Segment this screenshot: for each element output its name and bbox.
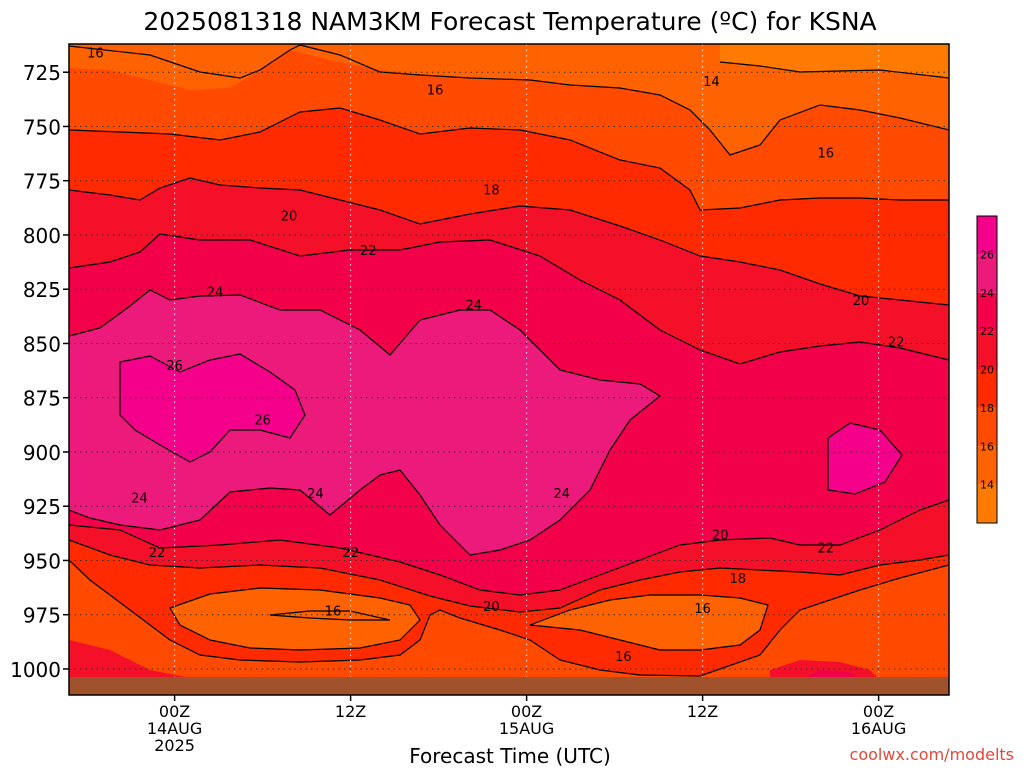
contour-label: 24 [207, 285, 224, 300]
colorbar-tick-label: 20 [980, 364, 994, 377]
contour-label: 22 [342, 546, 359, 561]
band-14-16-lower-middle [530, 595, 768, 650]
chart-title: 2025081318 NAM3KM Forecast Temperature (… [143, 7, 876, 36]
x-tick-label: 00Z [863, 702, 894, 721]
band-20-22-surface-left [69, 640, 200, 680]
band-18-20-lower [69, 540, 949, 695]
x-tick-label: 12Z [335, 702, 366, 721]
contour-label: 26 [166, 359, 183, 374]
credit-text: coolwx.com/modelts [850, 745, 1014, 764]
colorbar-swatch [977, 446, 997, 485]
y-tick-label: 750 [23, 115, 61, 139]
contour-label: 18 [483, 183, 500, 198]
contour-label: 14 [703, 75, 720, 90]
contour-22-lower [69, 499, 949, 596]
contour-16-lower-left [169, 587, 421, 651]
contour-label: 20 [281, 209, 298, 224]
contour-label: 20 [483, 600, 500, 615]
x-tick-label: 00Z [159, 702, 190, 721]
y-tick-label: 825 [23, 278, 61, 302]
y-tick-label: 725 [23, 61, 61, 85]
colorbar-tick-label: 22 [980, 325, 994, 338]
contour-26-right [827, 422, 903, 495]
contour-label: 22 [888, 335, 905, 350]
contour-24 [69, 289, 662, 556]
x-tick-label: 12Z [687, 702, 718, 721]
colorbar-swatch [977, 369, 997, 408]
colorbar-tick-label: 18 [980, 402, 994, 415]
contour-14 [719, 61, 949, 79]
y-tick-label: 800 [23, 224, 61, 248]
contour-label: 22 [149, 546, 166, 561]
y-tick-label: 900 [23, 441, 61, 465]
colorbar-swatch [977, 254, 997, 293]
x-axis-label: Forecast Time (UTC) [409, 744, 611, 768]
y-tick-label: 950 [23, 549, 61, 573]
contour-label: 16 [818, 147, 835, 162]
contour-lines [69, 44, 949, 677]
x-tick-label: 14AUG [147, 719, 202, 738]
contour-16 [69, 44, 301, 79]
contour-label: 20 [712, 528, 729, 543]
contour-18 [69, 107, 949, 211]
contour-label: 16 [427, 84, 444, 99]
colorbar-swatch [977, 292, 997, 332]
contour-20 [69, 177, 949, 306]
y-axis: 725 750 775 800 825 850 875 900 925 950 975 1000 [10, 61, 69, 682]
band-14-16-lower-left [170, 588, 420, 650]
y-tick-label: 925 [23, 495, 61, 519]
contour-label: 16 [87, 47, 104, 62]
ground-surface [69, 677, 949, 695]
band-12-14 [720, 44, 949, 78]
colorbar-swatch [977, 331, 997, 370]
colorbar-swatch [977, 484, 997, 523]
plot-area: 16 16 14 16 18 20 22 20 24 24 22 26 26 24 24 24 22 22 20 22… [69, 44, 949, 695]
contour-label: 16 [694, 602, 711, 617]
plot-frame [68, 43, 950, 696]
y-tick-label: 775 [23, 170, 61, 194]
contour-label: 26 [254, 413, 271, 428]
y-tick-label: 975 [23, 604, 61, 628]
band-24-26 [69, 290, 660, 555]
contour-22 [69, 233, 949, 365]
colorbar-tick-label: 24 [980, 287, 994, 300]
colorbar-swatch [977, 407, 997, 447]
contour-label: 16 [325, 604, 342, 619]
band-26-28-right [828, 423, 902, 494]
contour-label: 24 [466, 298, 483, 313]
x-tick-label: 2025 [154, 736, 195, 755]
x-tick-label: 00Z [511, 702, 542, 721]
contour-label: 24 [307, 487, 324, 502]
y-tick-label: 1000 [10, 658, 61, 682]
contour-26-left [119, 353, 306, 463]
contour-label: 24 [554, 487, 571, 502]
contour-16-lower-middle [529, 594, 769, 651]
grid-lines [69, 44, 949, 695]
contour-labels: 16 16 14 16 18 20 22 20 24 24 22 26 26 24 24 24 22 22 20 22… [87, 47, 904, 665]
colorbar-tick-label: 26 [980, 248, 994, 261]
colorbar-tick-label: 14 [980, 479, 994, 492]
contour-label: 22 [360, 244, 377, 259]
contour-label: 24 [131, 492, 148, 507]
contour-18-lower [69, 559, 949, 677]
contour-label: 22 [818, 541, 835, 556]
contour-label: 18 [730, 572, 747, 587]
x-tick-label: 15AUG [499, 719, 554, 738]
x-tick-label: 16AUG [851, 719, 906, 738]
contour-20-lower [69, 539, 949, 613]
y-tick-label: 875 [23, 387, 61, 411]
y-tick-label: 850 [23, 332, 61, 356]
contour-label: 20 [853, 294, 870, 309]
contour-label: 16 [615, 650, 632, 665]
colorbar-swatch [977, 216, 997, 255]
contour-16b [299, 44, 949, 156]
contour-16-inner-sliver [269, 610, 391, 621]
colorbar-frame [976, 215, 998, 524]
band-26-28-left [120, 354, 305, 462]
colorbar: 14 16 18 20 22 24 26 [976, 215, 998, 524]
colorbar-tick-label: 16 [980, 440, 994, 453]
